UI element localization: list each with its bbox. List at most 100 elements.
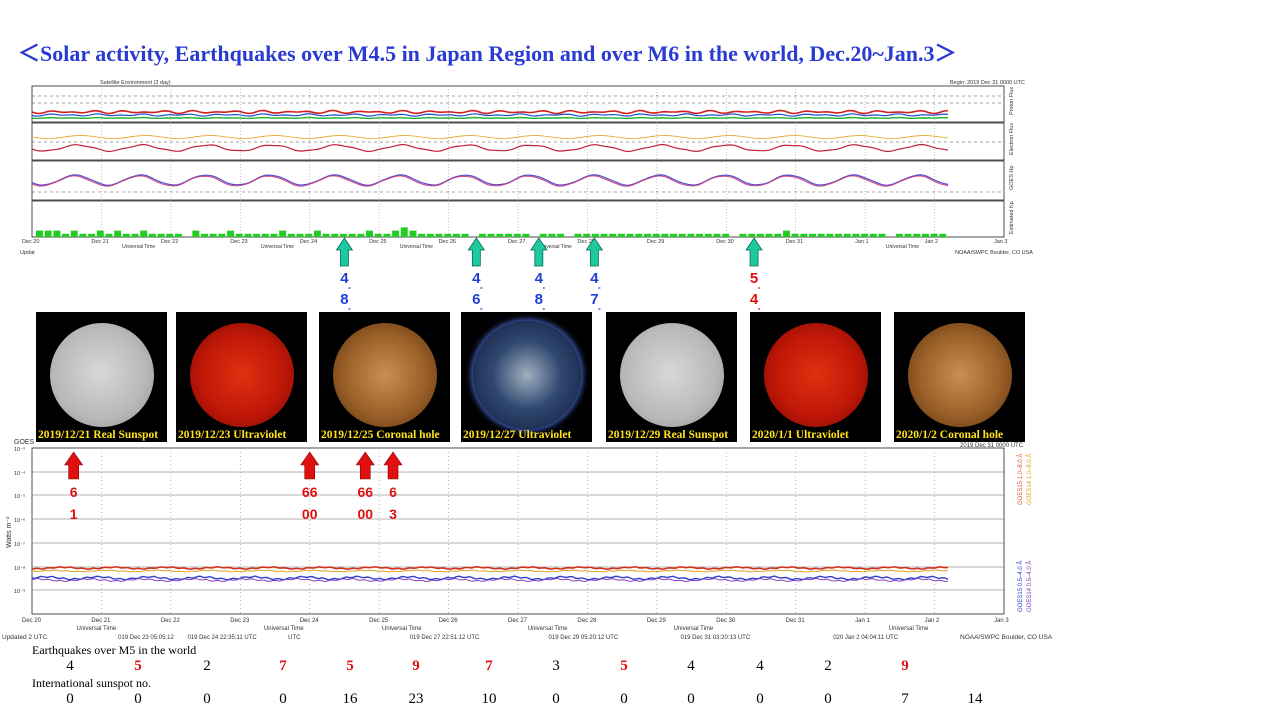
bottom-footer-stamp: 019 Dec 29 05:20:12 UTC: [549, 635, 619, 641]
image-caption: 2020/1/1 Ultraviolet: [752, 429, 849, 441]
kp-bar: [756, 233, 764, 237]
kp-bar: [148, 233, 156, 237]
kp-bar: [478, 233, 486, 237]
kp-bar: [496, 233, 504, 237]
top-header-left: Satellite Environment (3 day): [100, 80, 171, 86]
bottom-x-tick-label: Dec 22: [161, 618, 181, 624]
top-x-tick-label: Dec 22: [161, 239, 178, 245]
y-axis-label: Watts m⁻²: [6, 516, 13, 548]
kp-bar: [913, 233, 921, 237]
bottom-ut-label: Universal Time: [264, 626, 304, 632]
kp-bar: [44, 230, 52, 237]
kp-bar: [704, 233, 712, 237]
kp-bar: [235, 233, 243, 237]
kp-bar: [505, 233, 512, 237]
quake-magnitude-digit: 5: [750, 270, 758, 287]
top-ut-label: Universal Time: [400, 244, 433, 250]
kp-bar: [522, 233, 530, 237]
electron-flux-frame: [31, 122, 1005, 161]
bottom-y-tick-label: 10⁻³: [14, 447, 25, 453]
top-x-tick-label: Dec 27: [508, 239, 525, 245]
bottom-ut-label: Universal Time: [674, 626, 714, 632]
earthquake-count: 5: [346, 658, 354, 674]
image-caption: 2019/12/21 Real Sunspot: [38, 429, 159, 441]
top-footer-left: Updat: [20, 250, 35, 256]
kp-bar: [678, 233, 686, 237]
xray-long-goes14: [31, 569, 949, 573]
kp-bar: [861, 233, 869, 237]
solar-image: 2019/12/29 Real Sunspot: [606, 312, 737, 442]
kp-bar: [791, 233, 799, 237]
world-quake-digit: 1: [70, 506, 78, 522]
kp-bar: [609, 233, 617, 237]
top-x-tick-label: Dec 25: [369, 239, 386, 245]
kp-bar: [617, 233, 625, 237]
kp-bar: [869, 233, 877, 237]
kp-bar: [88, 233, 96, 237]
bottom-y-tick-label: 10⁻⁶: [14, 517, 25, 524]
kp-bar: [270, 233, 278, 237]
right-label-proton: Proton Flux: [1009, 87, 1015, 115]
top-x-tick-label: Dec 30: [716, 239, 733, 245]
bottom-ut-label: Universal Time: [889, 626, 929, 632]
kp-bar: [131, 233, 139, 237]
kp-bar: [313, 230, 321, 237]
top-x-tick-label: Dec 20: [22, 239, 39, 245]
kp-bar: [409, 230, 417, 237]
world-quake-arrows: 6 1 66 00 66 00 6 3: [64, 451, 403, 522]
bottom-x-tick-label: Jan 1: [855, 618, 870, 624]
kp-bar: [174, 233, 182, 237]
kp-bar: [904, 233, 912, 237]
kp-bar: [687, 233, 695, 237]
world-quake-digit: 00: [357, 506, 373, 522]
kp-bar: [539, 233, 547, 237]
bottom-header-left: GOES: [14, 439, 35, 446]
right-label-goes-hp: GOES Hp: [1009, 166, 1015, 190]
top-footer-right: NOAA/SWPC Boulder, CO USA: [955, 250, 1033, 256]
top-x-tick-label: Jan 2: [925, 239, 938, 245]
quake-magnitude-digit: 4: [535, 270, 544, 287]
top-x-tick-label: Jan 3: [994, 239, 1007, 245]
kp-bar: [122, 233, 130, 237]
kp-bars: [36, 227, 947, 237]
world-quake-arrow: [300, 451, 320, 480]
image-caption: 2019/12/27 Ultraviolet: [463, 429, 572, 441]
legend-goes15-long: GOES15 1.0–8.0 Å: [1017, 454, 1024, 505]
kp-bar: [392, 230, 400, 237]
kp-bar: [895, 233, 903, 237]
quake-arrow: [745, 237, 763, 267]
kp-bar: [374, 233, 382, 237]
bottom-footer-stamp: 019 Dec 24 22:35:11 UTC: [188, 635, 258, 641]
top-header-right: Begin: 2019 Dec 31 0000 UTC: [950, 80, 1025, 86]
page-title: ＜Solar activity, Earthquakes over M4.5 i…: [18, 41, 957, 66]
bottom-x-tick-label: Dec 20: [22, 618, 42, 624]
solar-image: 2019/12/27 Ultraviolet: [461, 312, 592, 442]
top-x-tick-label: Dec 24: [300, 239, 317, 245]
earthquake-count: 4: [687, 658, 695, 674]
earthquake-count: 7: [279, 658, 287, 674]
bottom-x-tick-label: Dec 25: [369, 618, 389, 624]
bottom-x-tick-label: Dec 27: [508, 618, 528, 624]
earthquake-count: 5: [620, 658, 628, 674]
kp-bar: [487, 233, 495, 237]
image-caption: 2019/12/25 Coronal hole: [321, 429, 440, 441]
quake-magnitude-digit: 8: [535, 291, 543, 308]
kp-bar: [661, 233, 669, 237]
xray-traces: [31, 565, 949, 583]
satellite-environment-panel: Satellite Environment (3 day) Begin: 201…: [20, 80, 1033, 256]
bottom-y-tick-label: 10⁻⁷: [14, 541, 25, 548]
quake-arrow: [335, 237, 354, 267]
sunspot-number: 7: [901, 691, 909, 707]
bottom-footer-stamp: 019 Dec 27 22:51:12 UTC: [410, 635, 480, 641]
kp-bar: [461, 233, 469, 237]
kp-bar: [218, 233, 226, 237]
top-grid: [32, 86, 1004, 237]
sunspot-number: 0: [203, 691, 211, 707]
solar-image: 2020/1/2 Coronal hole: [894, 312, 1025, 442]
world-quake-digit: 00: [302, 506, 318, 522]
sunspot-number: 0: [134, 691, 142, 707]
electron-trace-red: [31, 143, 949, 153]
kp-bar: [817, 233, 825, 237]
quake-magnitude-digit: 4: [472, 270, 481, 287]
top-x-tick-label: Jan 1: [855, 239, 868, 245]
